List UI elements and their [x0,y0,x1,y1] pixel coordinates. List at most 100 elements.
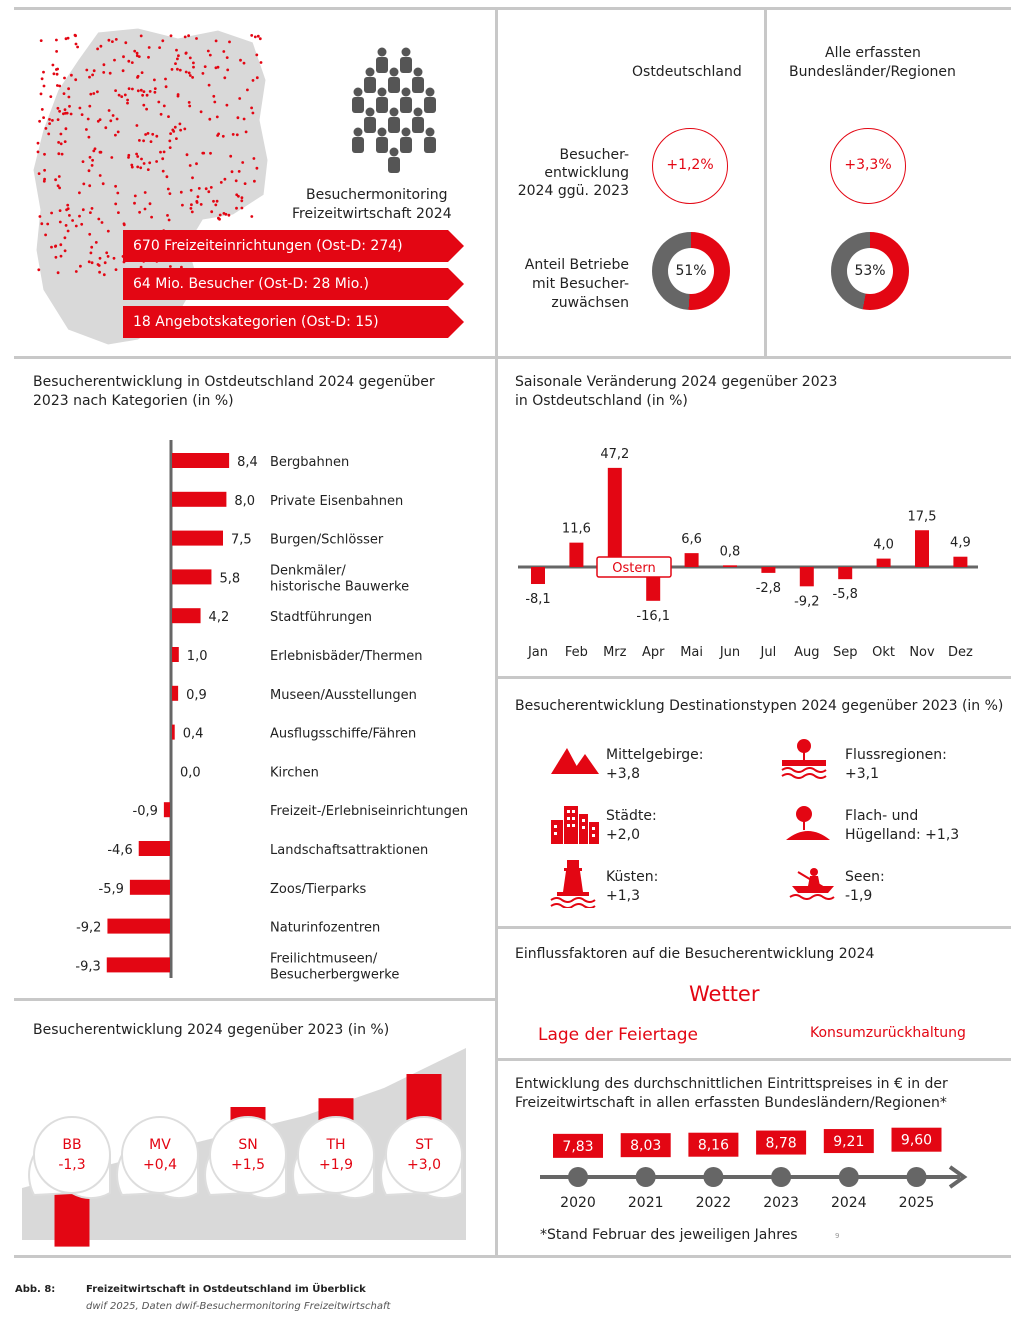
map-dot [148,90,152,93]
kpi-row1-label-2: entwicklung [544,165,629,181]
map-dot [168,146,172,149]
map-dot [76,45,79,49]
price-box [553,1133,603,1158]
map-dot [60,152,64,156]
map-dot [55,72,59,76]
map-dot [63,249,67,253]
chart3-title: Besucherentwicklung 2024 gegenüber 2023 … [33,1022,390,1038]
map-dot [66,36,70,40]
chart1-category-label: Kirchen [270,765,319,780]
map-dot [155,134,159,138]
facility-dots [36,33,263,277]
chart1-value-label: -4,6 [107,843,132,858]
map-dot [98,270,101,274]
map-dot [40,108,44,111]
map-dot [114,268,118,271]
chart2-bar [915,530,929,567]
map-dot [104,126,108,130]
map-dot [142,90,146,93]
chart1-value-label: 8,0 [234,494,255,509]
map-dot [133,194,137,198]
map-dot [153,78,156,82]
chart2-value-label: 4,0 [873,538,894,553]
map-dot [216,134,220,137]
chart2-value-label: 0,8 [720,544,741,559]
map-dot [91,158,94,162]
map-dot [40,77,44,81]
state-bubble-circle [297,1116,375,1194]
map-dot [114,89,117,92]
map-dot [145,93,149,97]
map-dot [139,265,143,269]
map-dot [142,103,146,107]
caption-title: Freizeitwirtschaft in Ostdeutschland im … [86,1284,366,1295]
timeline-dot [906,1167,927,1187]
map-dot [90,164,94,167]
map-dot [92,69,96,73]
map-dot [148,202,152,206]
map-dot [188,104,192,108]
top-rule [14,7,1011,10]
state-label: SN [238,1137,257,1153]
map-dot [164,85,168,89]
state-bubble-circle [385,1116,463,1194]
map-dot [101,182,105,186]
map-dot [190,203,193,207]
map-dot [88,232,92,236]
map-dot [58,186,61,190]
state-value: -1,3 [58,1157,85,1173]
map-dot [151,132,155,136]
map-dot [135,124,139,127]
person-body [376,97,388,113]
map-dot [63,140,67,143]
map-dot [102,63,106,67]
chart1-bar [172,569,212,585]
price-value: 8,03 [630,1138,661,1154]
map-dot [114,202,118,206]
person-head [413,67,423,77]
timeline-year: 2022 [696,1195,732,1211]
chart2-value-label: -2,8 [756,581,781,596]
timeline-year: 2024 [831,1195,867,1211]
map-dot [140,71,144,74]
state-label: ST [415,1137,433,1153]
map-dot [82,182,86,186]
map-dot [176,57,179,61]
chart2-month-label: Jun [719,645,740,660]
price-box [756,1130,807,1155]
map-dot [148,161,152,165]
map-dot [130,163,134,167]
city-icon [551,806,599,844]
map-dot [166,214,169,217]
map-dot [169,34,173,38]
map-dot [38,215,42,218]
chart1-bar [107,918,170,934]
map-dot [185,153,189,157]
map-dot [155,160,158,163]
chart2-bar [953,556,968,567]
map-dot [43,168,46,172]
map-dot [88,75,91,79]
map-dot [218,213,222,217]
chart1-bar [172,608,201,624]
map-dot [246,88,249,92]
map-dot [98,174,102,177]
map-dot [69,112,73,116]
chart2-bar [607,467,622,567]
map-dot [142,139,145,143]
map-dot [79,264,82,268]
map-dot [196,195,200,199]
map-dot [202,151,206,155]
map-dot [62,112,65,116]
map-dot [251,79,255,82]
map-dot [37,268,41,272]
map-dot [55,68,58,71]
map-dot [66,229,70,233]
map-dot [49,95,53,98]
map-dot [78,106,82,110]
price-value: 8,78 [766,1136,797,1152]
map-dot [42,116,45,119]
germany-map [32,27,269,346]
map-dot [176,67,179,71]
divider-h-right-3 [498,926,1011,929]
